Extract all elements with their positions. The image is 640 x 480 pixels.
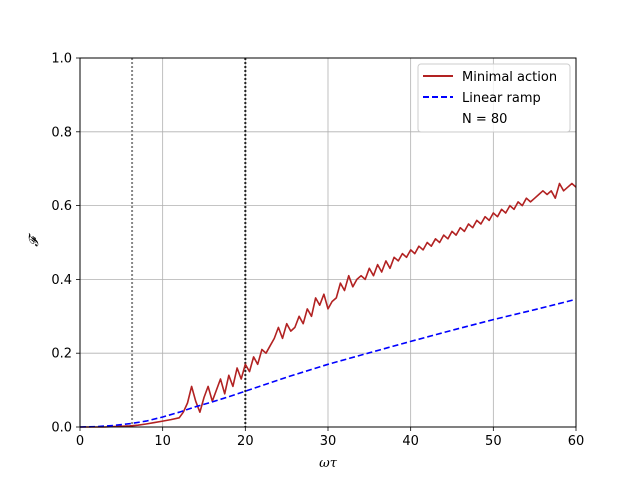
x-axis-label: ωτ <box>319 456 338 471</box>
y-tick-label: 0.6 <box>51 199 72 214</box>
legend-label-linear-ramp: Linear ramp <box>462 91 541 106</box>
legend-label-minimal-action: Minimal action <box>462 70 557 85</box>
y-tick-label: 0.4 <box>51 273 72 288</box>
y-tick-label: 0.0 <box>51 421 72 436</box>
vertical-markers <box>131 58 247 427</box>
x-tick-label: 0 <box>76 434 84 449</box>
y-tick-label: 0.2 <box>51 347 72 362</box>
y-tick-label: 1.0 <box>51 52 72 67</box>
legend-note: N = 80 <box>462 112 507 127</box>
series-lines <box>79 182 577 428</box>
x-tick-label: 20 <box>237 434 254 449</box>
series-line-minimal-action <box>80 182 577 428</box>
x-tick-label: 10 <box>154 434 171 449</box>
legend: Minimal action Linear ramp N = 80 <box>417 63 571 133</box>
x-tick-label: 50 <box>485 434 502 449</box>
ticks: 0 10 20 30 40 50 60 0.0 0.2 0.4 0.6 0.8 1.0 <box>51 52 584 450</box>
x-tick-label: 60 <box>568 434 585 449</box>
y-tick-label: 0.8 <box>51 125 72 140</box>
series-line-linear-ramp <box>79 298 577 428</box>
x-tick-label: 30 <box>320 434 337 449</box>
x-tick-label: 40 <box>402 434 419 449</box>
legend-box <box>417 63 571 133</box>
